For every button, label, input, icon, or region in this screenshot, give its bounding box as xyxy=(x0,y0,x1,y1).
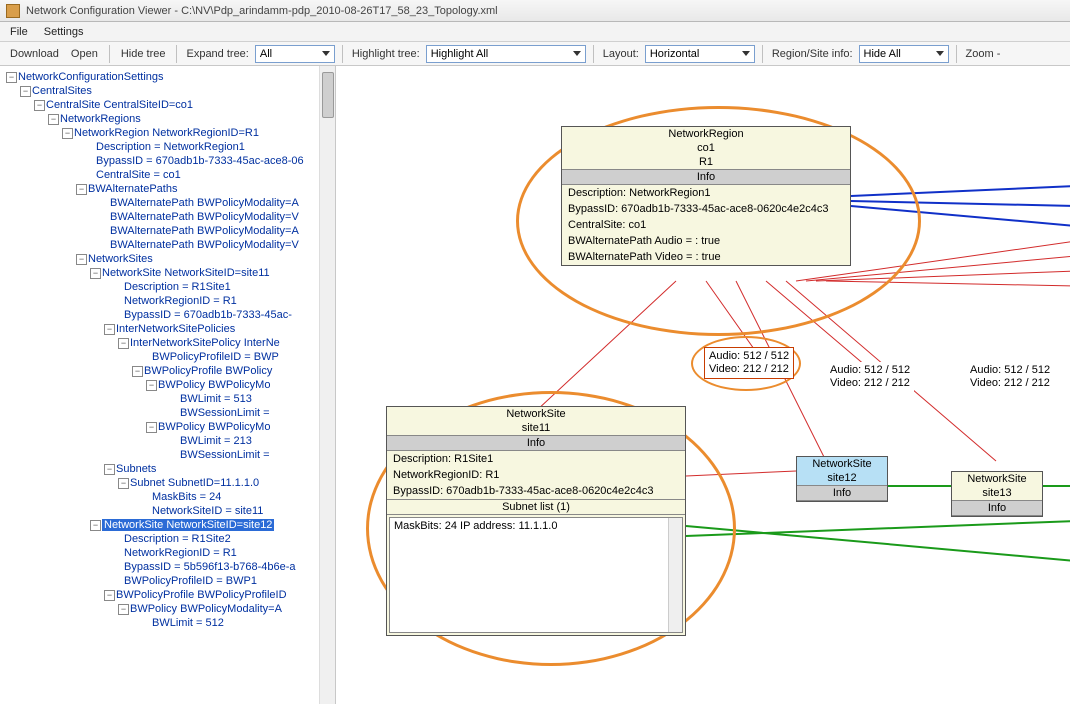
box-title: NetworkSite xyxy=(387,407,685,421)
tree-leaf[interactable]: BypassID = 5b596f13-b768-4b6e-a xyxy=(124,561,296,573)
tree-node[interactable]: Subnets xyxy=(116,463,156,475)
tree-node[interactable]: InterNetworkSitePolicies xyxy=(116,323,235,335)
tree-node[interactable]: NetworkRegion NetworkRegionID=R1 xyxy=(74,127,259,139)
box-sub: site11 xyxy=(387,421,685,435)
expand-tree-label: Expand tree: xyxy=(184,48,250,60)
highlight-tree-label: Highlight tree: xyxy=(350,48,422,60)
tree-root[interactable]: NetworkConfigurationSettings xyxy=(18,71,164,83)
chevron-down-icon xyxy=(573,51,581,56)
network-site12-box[interactable]: NetworkSite site12 Info xyxy=(796,456,888,502)
box-title: NetworkSite xyxy=(952,472,1042,486)
region-site-combo[interactable]: Hide All xyxy=(859,45,949,63)
subnet-list[interactable]: MaskBits: 24 IP address: 11.1.1.0 xyxy=(389,517,683,633)
tree-node[interactable]: BWPolicy BWPolicyMo xyxy=(158,379,270,391)
tree-leaf[interactable]: NetworkRegionID = R1 xyxy=(124,547,237,559)
tree-node[interactable]: CentralSite CentralSiteID=co1 xyxy=(46,99,193,111)
download-button[interactable]: Download xyxy=(6,48,63,60)
diagram-canvas[interactable]: NetworkRegion co1 R1 Info Description: N… xyxy=(336,66,1070,704)
tree-leaf[interactable]: NetworkRegionID = R1 xyxy=(124,295,237,307)
tree-leaf[interactable]: CentralSite = co1 xyxy=(96,169,181,181)
tree-node[interactable]: NetworkRegions xyxy=(60,113,141,125)
tree-node[interactable]: BWPolicy BWPolicyMo xyxy=(158,421,270,433)
tree-leaf[interactable]: BWLimit = 513 xyxy=(180,393,252,405)
layout-label: Layout: xyxy=(601,48,641,60)
toolbar: Download Open Hide tree Expand tree: All… xyxy=(0,42,1070,66)
tree-node-selected[interactable]: NetworkSite NetworkSiteID=site12 xyxy=(102,519,274,531)
menubar: File Settings xyxy=(0,22,1070,42)
box-detail: BWAlternatePath Audio = : true xyxy=(562,233,850,249)
box-title: NetworkSite xyxy=(797,457,887,471)
tree-leaf[interactable]: Description = R1Site2 xyxy=(124,533,231,545)
box-detail: CentralSite: co1 xyxy=(562,217,850,233)
edge-label: Audio: 512 / 512 Video: 212 / 212 xyxy=(966,362,1054,392)
edge-label: Audio: 512 / 512 Video: 212 / 212 xyxy=(826,362,914,392)
chevron-down-icon xyxy=(936,51,944,56)
subnet-list-header: Subnet list (1) xyxy=(387,499,685,515)
tree-node[interactable]: BWAlternatePaths xyxy=(88,183,177,195)
tree-leaf[interactable]: BWLimit = 512 xyxy=(152,617,224,629)
box-detail: Description: NetworkRegion1 xyxy=(562,185,850,201)
tree-scrollbar[interactable] xyxy=(319,66,335,704)
edge-label: Audio: 512 / 512 Video: 212 / 212 xyxy=(704,347,794,379)
tree-leaf[interactable]: BypassID = 670adb1b-7333-45ac- xyxy=(124,309,292,321)
box-sub: R1 xyxy=(562,155,850,169)
tree-leaf[interactable]: BypassID = 670adb1b-7333-45ac-ace8-06 xyxy=(96,155,304,167)
box-sub: site13 xyxy=(952,486,1042,500)
tree-node[interactable]: NetworkSite NetworkSiteID=site11 xyxy=(102,267,270,279)
tree-leaf[interactable]: BWAlternatePath BWPolicyModality=A xyxy=(110,225,299,237)
tree-leaf[interactable]: Description = NetworkRegion1 xyxy=(96,141,245,153)
titlebar: Network Configuration Viewer - C:\NV\Pdp… xyxy=(0,0,1070,22)
open-button[interactable]: Open xyxy=(67,48,102,60)
highlight-tree-combo[interactable]: Highlight All xyxy=(426,45,586,63)
tree-leaf[interactable]: BWAlternatePath BWPolicyModality=V xyxy=(110,239,299,251)
tree-node[interactable]: InterNetworkSitePolicy InterNe xyxy=(130,337,280,349)
expand-tree-combo[interactable]: All xyxy=(255,45,335,63)
box-sub: co1 xyxy=(562,141,850,155)
menu-file[interactable]: File xyxy=(10,26,28,38)
chevron-down-icon xyxy=(322,51,330,56)
tree-leaf[interactable]: MaskBits = 24 xyxy=(152,491,221,503)
tree-node[interactable]: BWPolicyProfile BWPolicyProfileID xyxy=(116,589,287,601)
tree-leaf[interactable]: BWLimit = 213 xyxy=(180,435,252,447)
subnet-scrollbar[interactable] xyxy=(668,518,682,632)
subnet-item: MaskBits: 24 IP address: 11.1.1.0 xyxy=(394,520,557,532)
info-header[interactable]: Info xyxy=(387,435,685,451)
network-region-box[interactable]: NetworkRegion co1 R1 Info Description: N… xyxy=(561,126,851,266)
tree-node[interactable]: NetworkSites xyxy=(88,253,153,265)
tree-leaf[interactable]: BWSessionLimit = xyxy=(180,407,270,419)
tree-node[interactable]: BWPolicyProfile BWPolicy xyxy=(144,365,272,377)
tree-leaf[interactable]: BWPolicyProfileID = BWP xyxy=(152,351,279,363)
tree-leaf[interactable]: BWPolicyProfileID = BWP1 xyxy=(124,575,257,587)
tree-node[interactable]: CentralSites xyxy=(32,85,92,97)
info-header[interactable]: Info xyxy=(562,169,850,185)
box-detail: NetworkRegionID: R1 xyxy=(387,467,685,483)
tree-leaf[interactable]: BWAlternatePath BWPolicyModality=V xyxy=(110,211,299,223)
box-detail: BypassID: 670adb1b-7333-45ac-ace8-0620c4… xyxy=(562,201,850,217)
window-title: Network Configuration Viewer - C:\NV\Pdp… xyxy=(26,5,498,17)
menu-settings[interactable]: Settings xyxy=(44,26,84,38)
tree-node[interactable]: Subnet SubnetID=11.1.1.0 xyxy=(130,477,259,489)
info-header[interactable]: Info xyxy=(797,485,887,501)
box-sub: site12 xyxy=(797,471,887,485)
network-site13-box[interactable]: NetworkSite site13 Info xyxy=(951,471,1043,517)
network-site11-box[interactable]: NetworkSite site11 Info Description: R1S… xyxy=(386,406,686,636)
tree-leaf[interactable]: Description = R1Site1 xyxy=(124,281,231,293)
box-detail: BWAlternatePath Video = : true xyxy=(562,249,850,265)
tree-leaf[interactable]: BWSessionLimit = xyxy=(180,449,270,461)
hide-tree-button[interactable]: Hide tree xyxy=(117,48,170,60)
box-detail: Description: R1Site1 xyxy=(387,451,685,467)
tree-pane[interactable]: NetworkConfigurationSettings CentralSite… xyxy=(0,66,336,704)
app-icon xyxy=(6,4,20,18)
tree-leaf[interactable]: BWAlternatePath BWPolicyModality=A xyxy=(110,197,299,209)
chevron-down-icon xyxy=(742,51,750,56)
tree-leaf[interactable]: NetworkSiteID = site11 xyxy=(152,505,263,517)
zoom-label[interactable]: Zoom - xyxy=(964,48,1003,60)
box-detail: BypassID: 670adb1b-7333-45ac-ace8-0620c4… xyxy=(387,483,685,499)
tree-node[interactable]: BWPolicy BWPolicyModality=A xyxy=(130,603,282,615)
box-title: NetworkRegion xyxy=(562,127,850,141)
info-header[interactable]: Info xyxy=(952,500,1042,516)
region-site-label: Region/Site info: xyxy=(770,48,855,60)
layout-combo[interactable]: Horizontal xyxy=(645,45,755,63)
